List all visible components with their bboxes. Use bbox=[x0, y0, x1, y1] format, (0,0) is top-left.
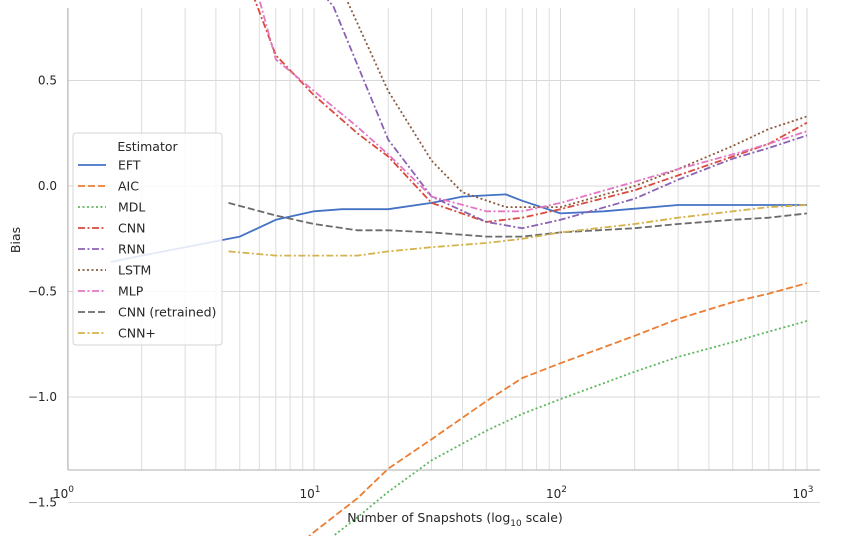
y-axis-label: Bias bbox=[8, 227, 23, 253]
tick-labels: 1.51.00.50.0−0.5−1.0−1.5−2.0−2.510010110… bbox=[28, 74, 814, 510]
series-line-lstm bbox=[345, 0, 808, 209]
x-tick-label: 102 bbox=[546, 485, 567, 501]
series-line-cnn bbox=[253, 0, 808, 223]
x-tick-label: 101 bbox=[299, 485, 320, 501]
grid-lines bbox=[67, 8, 820, 503]
legend-item-label: EFT bbox=[118, 158, 141, 173]
legend-item-label: AIC bbox=[118, 179, 139, 194]
series-line-mdl bbox=[331, 320, 808, 536]
legend-box bbox=[72, 132, 223, 346]
legend-item-label: RNN bbox=[118, 242, 145, 257]
legend-item-label: LSTM bbox=[118, 263, 151, 278]
axes bbox=[67, 8, 820, 471]
series-line-cnn-retrained bbox=[228, 202, 808, 238]
y-tick-label: −1.0 bbox=[28, 390, 57, 404]
legend-item-label: CNN bbox=[118, 221, 145, 236]
y-tick-label: −0.5 bbox=[28, 285, 57, 299]
series-line-rnn bbox=[326, 0, 808, 230]
legend-item-label: CNN+ bbox=[118, 326, 156, 341]
legend-item-label: MLP bbox=[118, 284, 144, 299]
legend-title: Estimator bbox=[117, 139, 178, 154]
series-line-cnn bbox=[228, 204, 808, 257]
x-tick-label: 103 bbox=[792, 485, 813, 501]
x-tick-label: 100 bbox=[53, 485, 74, 501]
y-tick-label: 0.0 bbox=[38, 179, 57, 193]
x-axis-label: Number of Snapshots (log10 scale) bbox=[347, 510, 563, 529]
legend-item-label: CNN (retrained) bbox=[118, 305, 216, 320]
legend: Estimator EFT AIC MDL CNN RNN LSTM MLP CNN (retr… bbox=[72, 132, 223, 346]
legend-item-label: MDL bbox=[118, 200, 145, 215]
y-tick-label: 0.5 bbox=[38, 74, 57, 88]
y-tick-label: −1.5 bbox=[28, 496, 57, 510]
